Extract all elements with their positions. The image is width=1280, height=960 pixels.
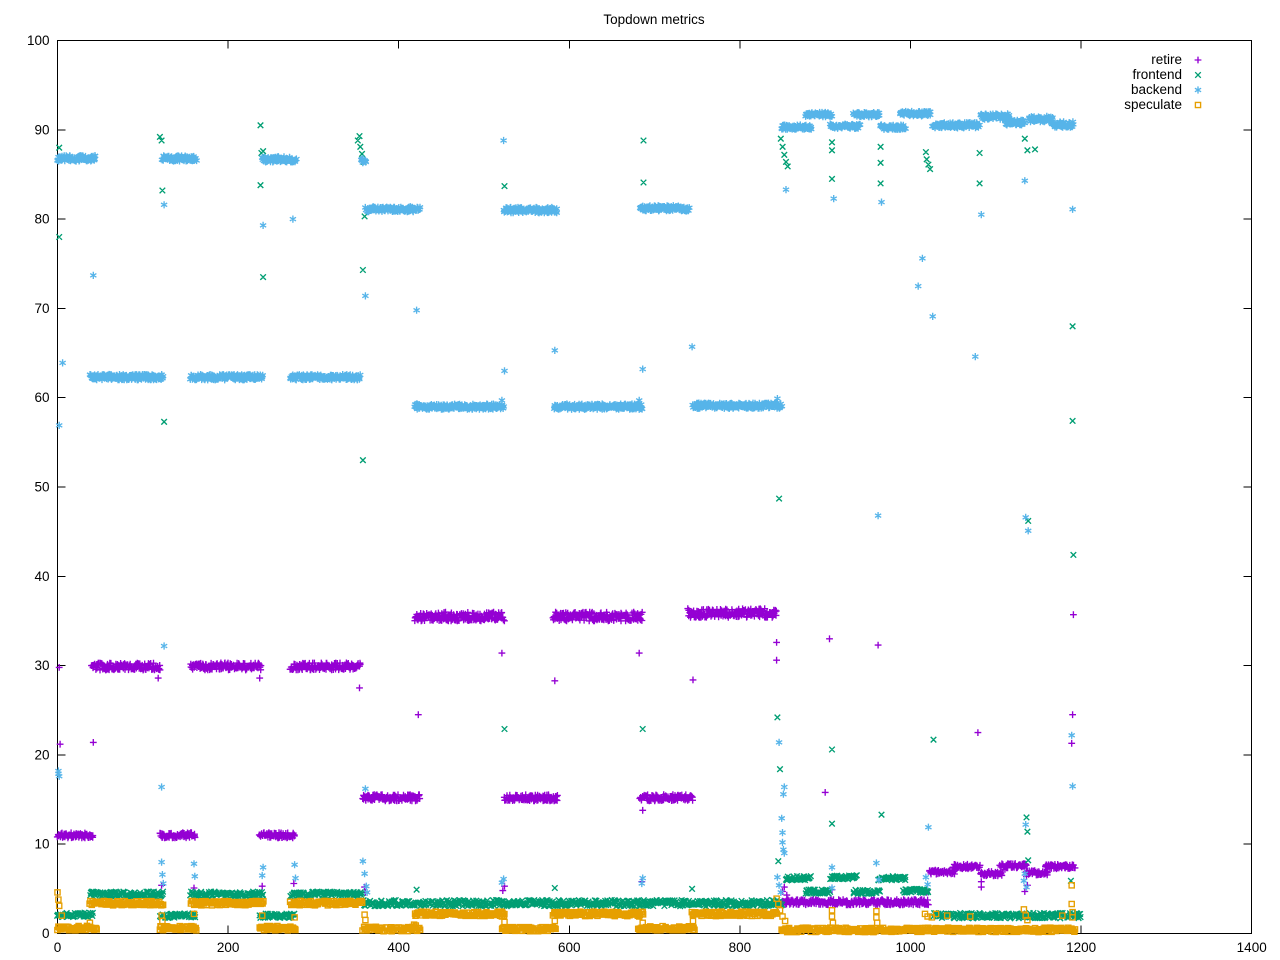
square-marker-icon (1194, 101, 1202, 108)
star-glyph (1194, 85, 1202, 94)
x-tick-label: 0 (54, 940, 62, 955)
legend-label: frontend (1132, 67, 1182, 82)
legend-entry-backend: backend (1124, 82, 1206, 97)
x-tick-label: 1200 (1066, 940, 1096, 955)
square-glyph (1194, 101, 1202, 108)
x-tick-label: 600 (558, 940, 581, 955)
legend-entry-frontend: frontend (1124, 67, 1206, 82)
y-tick-label: 70 (34, 301, 49, 316)
y-tick-label: 0 (42, 926, 50, 941)
cross-marker-icon (1194, 71, 1202, 78)
series-frontend-points (53, 122, 1084, 922)
x-tick-label: 1400 (1237, 940, 1267, 955)
y-tick-label: 100 (27, 33, 50, 48)
series-speculate-points (54, 882, 1079, 936)
series-backend-points (54, 107, 1077, 896)
legend: retire frontend backend speculate (1124, 52, 1206, 112)
legend-label: retire (1151, 52, 1182, 67)
y-tick-label: 90 (34, 122, 49, 137)
cross-glyph (1194, 71, 1202, 78)
y-tick-label: 40 (34, 569, 49, 584)
star-marker-icon (1194, 85, 1202, 94)
plus-marker-icon (1194, 56, 1202, 63)
y-tick-label: 20 (34, 747, 49, 762)
legend-label: backend (1130, 82, 1182, 97)
y-tick-label: 80 (34, 212, 49, 227)
y-tick-label: 10 (34, 837, 49, 852)
x-tick-label: 200 (217, 940, 240, 955)
legend-entry-retire: retire (1124, 52, 1206, 67)
plus-glyph (1194, 56, 1202, 63)
legend-entry-speculate: speculate (1124, 97, 1206, 112)
y-tick-label: 60 (34, 390, 49, 405)
legend-label: speculate (1124, 97, 1182, 112)
series-retire-points (53, 605, 1079, 909)
x-tick-label: 400 (387, 940, 410, 955)
chart-title: Topdown metrics (603, 12, 705, 27)
x-tick-label: 1000 (895, 940, 925, 955)
x-tick-label: 800 (729, 940, 752, 955)
y-tick-label: 30 (34, 658, 49, 673)
y-tick-label: 50 (34, 480, 49, 495)
